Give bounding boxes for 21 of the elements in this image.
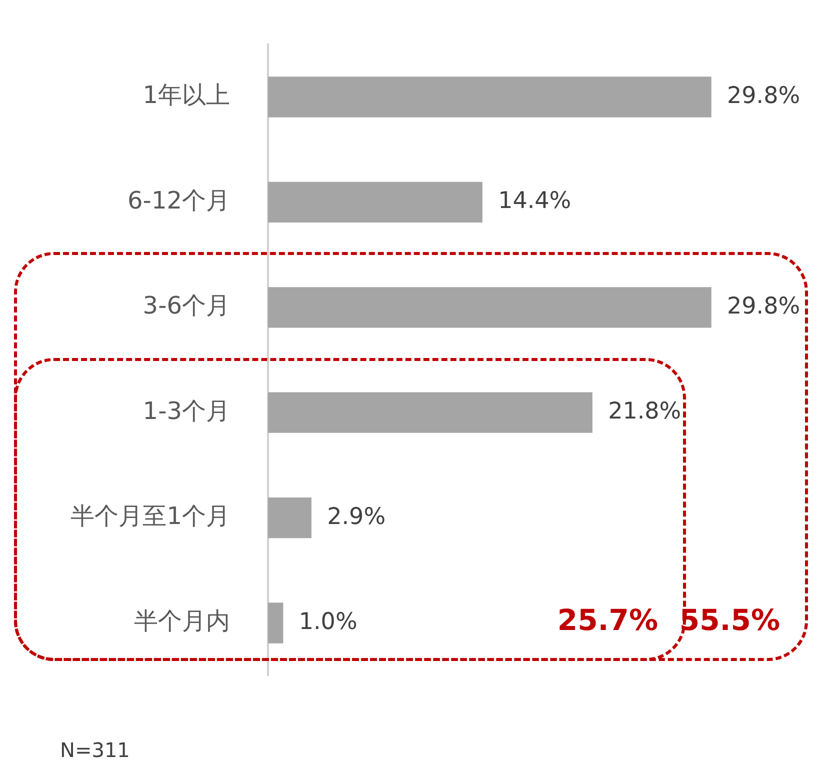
data-label: 29.8%: [727, 82, 800, 109]
y-tick-label: 1年以上: [142, 81, 230, 110]
y-tick-label: 6-12个月: [128, 186, 230, 214]
data-label: 2.9%: [327, 504, 386, 530]
bar: [268, 182, 482, 223]
bar: [268, 602, 284, 644]
y-tick-label: 半个月至1个月: [70, 502, 230, 530]
y-tick-label: 1-3个月: [142, 396, 230, 425]
bar: [268, 76, 712, 118]
text: N=311: [60, 738, 130, 762]
data-label: 21.8%: [608, 398, 682, 425]
annotation: 25.7%: [557, 603, 658, 637]
bar: [268, 392, 592, 433]
bar: [268, 287, 712, 328]
data-label: 29.8%: [727, 293, 800, 320]
bar: [268, 497, 312, 538]
annotation: 55.5%: [679, 603, 780, 637]
data-label: 1.0%: [298, 608, 358, 635]
y-tick-label: 3-6个月: [142, 292, 230, 320]
y-tick-label: 半个月内: [134, 607, 230, 636]
data-label: 14.4%: [498, 188, 572, 214]
